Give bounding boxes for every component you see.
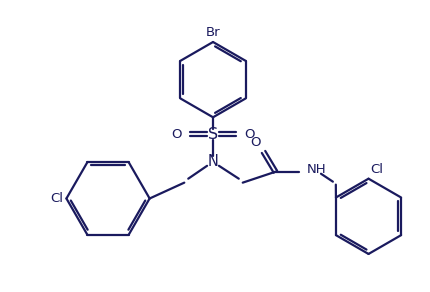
Text: N: N	[208, 154, 218, 169]
Text: O: O	[171, 128, 181, 141]
Text: O: O	[245, 128, 255, 141]
Text: NH: NH	[307, 163, 327, 176]
Text: Cl: Cl	[371, 163, 384, 176]
Text: S: S	[208, 127, 218, 142]
Text: O: O	[250, 136, 261, 149]
Text: Cl: Cl	[50, 192, 64, 205]
Text: Br: Br	[206, 26, 220, 39]
